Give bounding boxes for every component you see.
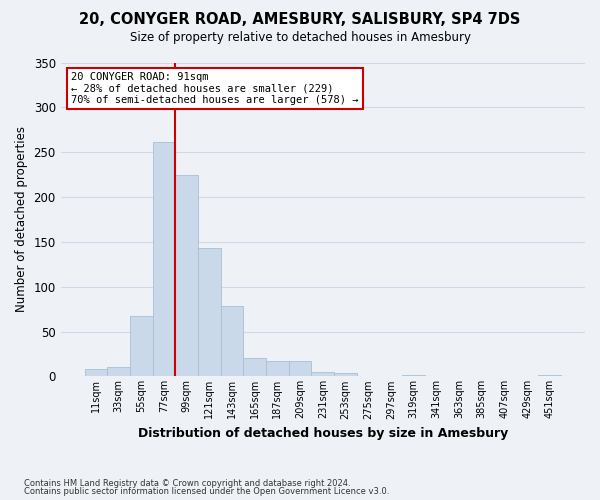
Bar xyxy=(130,316,152,376)
Bar xyxy=(221,306,244,376)
Bar xyxy=(107,368,130,376)
Bar xyxy=(175,174,198,376)
Y-axis label: Number of detached properties: Number of detached properties xyxy=(15,126,28,312)
Bar xyxy=(244,358,266,376)
Bar xyxy=(334,373,357,376)
Bar xyxy=(198,248,221,376)
Text: Contains public sector information licensed under the Open Government Licence v3: Contains public sector information licen… xyxy=(24,487,389,496)
Bar xyxy=(289,361,311,376)
Bar xyxy=(85,369,107,376)
Bar xyxy=(311,372,334,376)
Text: Size of property relative to detached houses in Amesbury: Size of property relative to detached ho… xyxy=(130,31,470,44)
Text: 20, CONYGER ROAD, AMESBURY, SALISBURY, SP4 7DS: 20, CONYGER ROAD, AMESBURY, SALISBURY, S… xyxy=(79,12,521,28)
X-axis label: Distribution of detached houses by size in Amesbury: Distribution of detached houses by size … xyxy=(138,427,508,440)
Text: Contains HM Land Registry data © Crown copyright and database right 2024.: Contains HM Land Registry data © Crown c… xyxy=(24,478,350,488)
Bar xyxy=(266,361,289,376)
Bar xyxy=(152,142,175,376)
Text: 20 CONYGER ROAD: 91sqm
← 28% of detached houses are smaller (229)
70% of semi-de: 20 CONYGER ROAD: 91sqm ← 28% of detached… xyxy=(71,72,359,105)
Bar xyxy=(538,374,561,376)
